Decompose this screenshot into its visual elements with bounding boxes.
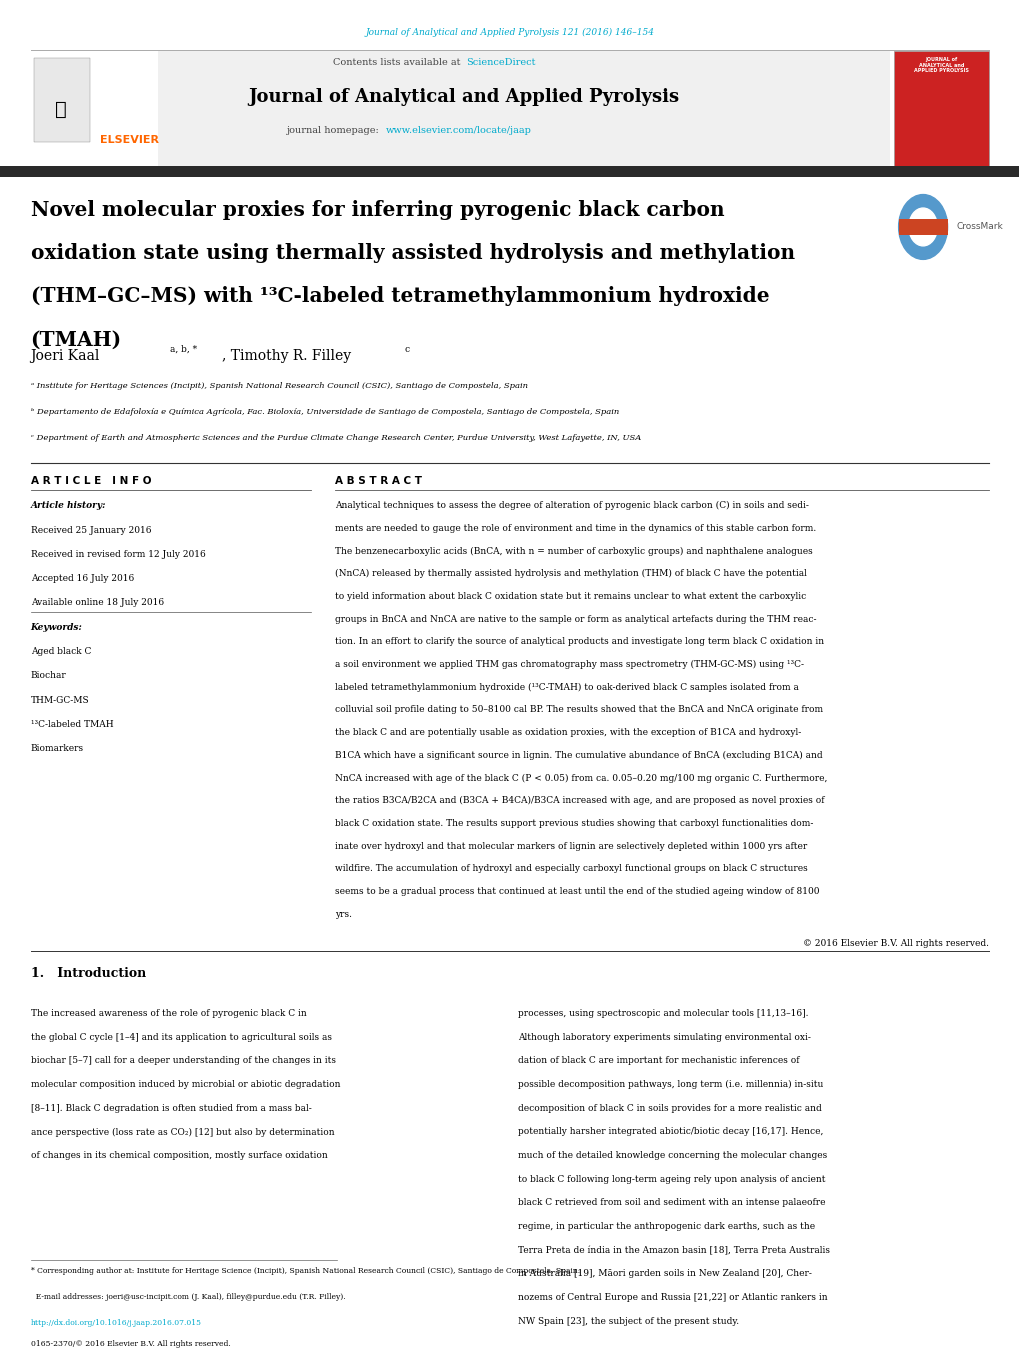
Text: ance perspective (loss rate as CO₂) [12] but also by determination: ance perspective (loss rate as CO₂) [12]… xyxy=(31,1127,334,1136)
Text: ELSEVIER: ELSEVIER xyxy=(100,135,159,145)
Circle shape xyxy=(898,195,947,259)
Text: The increased awareness of the role of pyrogenic black C in: The increased awareness of the role of p… xyxy=(31,1009,306,1019)
Text: THM-GC-MS: THM-GC-MS xyxy=(31,696,89,705)
Text: 🌳: 🌳 xyxy=(55,100,67,119)
Text: , Timothy R. Filley: , Timothy R. Filley xyxy=(222,349,352,362)
Text: ᶜ Department of Earth and Atmospheric Sciences and the Purdue Climate Change Res: ᶜ Department of Earth and Atmospheric Sc… xyxy=(31,434,640,442)
Text: the global C cycle [1–4] and its application to agricultural soils as: the global C cycle [1–4] and its applica… xyxy=(31,1034,331,1042)
Text: Novel molecular proxies for inferring pyrogenic black carbon: Novel molecular proxies for inferring py… xyxy=(31,200,723,220)
Text: Journal of Analytical and Applied Pyrolysis 121 (2016) 146–154: Journal of Analytical and Applied Pyroly… xyxy=(365,28,654,38)
Text: colluvial soil profile dating to 50–8100 cal BP. The results showed that the BnC: colluvial soil profile dating to 50–8100… xyxy=(334,705,822,715)
Text: in Australia [19], Māori garden soils in New Zealand [20], Cher-: in Australia [19], Māori garden soils in… xyxy=(518,1270,811,1278)
Text: Journal of Analytical and Applied Pyrolysis: Journal of Analytical and Applied Pyroly… xyxy=(249,88,679,105)
Text: Contents lists available at: Contents lists available at xyxy=(333,58,464,68)
Text: processes, using spectroscopic and molecular tools [11,13–16].: processes, using spectroscopic and molec… xyxy=(518,1009,808,1019)
Text: ments are needed to gauge the role of environment and time in the dynamics of th: ments are needed to gauge the role of en… xyxy=(334,524,815,532)
Text: nozems of Central Europe and Russia [21,22] or Atlantic rankers in: nozems of Central Europe and Russia [21,… xyxy=(518,1293,827,1302)
Text: © 2016 Elsevier B.V. All rights reserved.: © 2016 Elsevier B.V. All rights reserved… xyxy=(803,939,988,948)
Text: a, b, *: a, b, * xyxy=(170,345,198,354)
Text: 1.   Introduction: 1. Introduction xyxy=(31,967,146,981)
FancyBboxPatch shape xyxy=(31,51,158,168)
Text: 0165-2370/© 2016 Elsevier B.V. All rights reserved.: 0165-2370/© 2016 Elsevier B.V. All right… xyxy=(31,1340,230,1348)
Text: labeled tetramethylammonium hydroxide (¹³C-TMAH) to oak-derived black C samples : labeled tetramethylammonium hydroxide (¹… xyxy=(334,682,798,692)
Text: A B S T R A C T: A B S T R A C T xyxy=(334,476,421,485)
FancyBboxPatch shape xyxy=(898,219,947,235)
Text: seems to be a gradual process that continued at least until the end of the studi: seems to be a gradual process that conti… xyxy=(334,888,818,896)
Text: Available online 18 July 2016: Available online 18 July 2016 xyxy=(31,598,164,608)
Text: dation of black C are important for mechanistic inferences of: dation of black C are important for mech… xyxy=(518,1056,799,1066)
Text: Terra Preta de índia in the Amazon basin [18], Terra Preta Australis: Terra Preta de índia in the Amazon basin… xyxy=(518,1246,829,1255)
Text: groups in BnCA and NnCA are native to the sample or form as analytical artefacts: groups in BnCA and NnCA are native to th… xyxy=(334,615,815,624)
Text: JOURNAL of
ANALYTICAL and
APPLIED PYROLYSIS: JOURNAL of ANALYTICAL and APPLIED PYROLY… xyxy=(913,57,968,73)
Text: to yield information about black C oxidation state but it remains unclear to wha: to yield information about black C oxida… xyxy=(334,592,805,601)
FancyBboxPatch shape xyxy=(31,51,890,168)
Text: Biochar: Biochar xyxy=(31,671,66,681)
Text: (THM–GC–MS) with ¹³C-labeled tetramethylammonium hydroxide: (THM–GC–MS) with ¹³C-labeled tetramethyl… xyxy=(31,286,768,307)
FancyBboxPatch shape xyxy=(893,51,988,168)
Text: The benzenecarboxylic acids (BnCA, with n = number of carboxylic groups) and nap: The benzenecarboxylic acids (BnCA, with … xyxy=(334,547,811,555)
Text: potentially harsher integrated abiotic/biotic decay [16,17]. Hence,: potentially harsher integrated abiotic/b… xyxy=(518,1127,822,1136)
Text: yrs.: yrs. xyxy=(334,909,352,919)
Text: the ratios B3CA/B2CA and (B3CA + B4CA)/B3CA increased with age, and are proposed: the ratios B3CA/B2CA and (B3CA + B4CA)/B… xyxy=(334,796,823,805)
Text: Received in revised form 12 July 2016: Received in revised form 12 July 2016 xyxy=(31,550,205,559)
Text: * Corresponding author at: Institute for Heritage Science (Incipit), Spanish Nat: * Corresponding author at: Institute for… xyxy=(31,1267,579,1275)
Text: (TMAH): (TMAH) xyxy=(31,330,121,350)
Text: regime, in particular the anthropogenic dark earths, such as the: regime, in particular the anthropogenic … xyxy=(518,1223,814,1231)
FancyBboxPatch shape xyxy=(34,58,90,142)
Text: ᵇ Departamento de Edafoloxía e Química Agrícola, Fac. Bioloxía, Universidade de : ᵇ Departamento de Edafoloxía e Química A… xyxy=(31,408,619,416)
Text: much of the detailed knowledge concerning the molecular changes: much of the detailed knowledge concernin… xyxy=(518,1151,826,1161)
Text: ScienceDirect: ScienceDirect xyxy=(466,58,535,68)
Text: CrossMark: CrossMark xyxy=(956,223,1003,231)
Text: NW Spain [23], the subject of the present study.: NW Spain [23], the subject of the presen… xyxy=(518,1316,739,1325)
Text: biochar [5–7] call for a deeper understanding of the changes in its: biochar [5–7] call for a deeper understa… xyxy=(31,1056,335,1066)
Circle shape xyxy=(908,208,936,246)
Text: Article history:: Article history: xyxy=(31,501,106,511)
Text: NnCA increased with age of the black C (P < 0.05) from ca. 0.05–0.20 mg/100 mg o: NnCA increased with age of the black C (… xyxy=(334,774,826,782)
Text: black C retrieved from soil and sediment with an intense palaeofre: black C retrieved from soil and sediment… xyxy=(518,1198,824,1208)
Text: A R T I C L E   I N F O: A R T I C L E I N F O xyxy=(31,476,151,485)
Text: inate over hydroxyl and that molecular markers of lignin are selectively deplete: inate over hydroxyl and that molecular m… xyxy=(334,842,806,851)
Text: Joeri Kaal: Joeri Kaal xyxy=(31,349,100,362)
Text: E-mail addresses: joeri@usc-incipit.com (J. Kaal), filley@purdue.edu (T.R. Fille: E-mail addresses: joeri@usc-incipit.com … xyxy=(31,1293,344,1301)
Text: oxidation state using thermally assisted hydrolysis and methylation: oxidation state using thermally assisted… xyxy=(31,243,794,263)
Text: of changes in its chemical composition, mostly surface oxidation: of changes in its chemical composition, … xyxy=(31,1151,327,1161)
Text: ᵃ Institute for Heritage Sciences (Incipit), Spanish National Research Council (: ᵃ Institute for Heritage Sciences (Incip… xyxy=(31,382,527,390)
Text: Aged black C: Aged black C xyxy=(31,647,91,657)
Text: molecular composition induced by microbial or abiotic degradation: molecular composition induced by microbi… xyxy=(31,1081,339,1089)
Text: Although laboratory experiments simulating environmental oxi-: Although laboratory experiments simulati… xyxy=(518,1034,810,1042)
Text: the black C and are potentially usable as oxidation proxies, with the exception : the black C and are potentially usable a… xyxy=(334,728,800,738)
Text: wildfire. The accumulation of hydroxyl and especially carboxyl functional groups: wildfire. The accumulation of hydroxyl a… xyxy=(334,865,806,873)
Text: [8–11]. Black C degradation is often studied from a mass bal-: [8–11]. Black C degradation is often stu… xyxy=(31,1104,311,1113)
Text: www.elsevier.com/locate/jaap: www.elsevier.com/locate/jaap xyxy=(385,126,531,135)
Text: Keywords:: Keywords: xyxy=(31,623,83,632)
Text: c: c xyxy=(405,345,410,354)
Text: http://dx.doi.org/10.1016/j.jaap.2016.07.015: http://dx.doi.org/10.1016/j.jaap.2016.07… xyxy=(31,1319,202,1327)
Text: decomposition of black C in soils provides for a more realistic and: decomposition of black C in soils provid… xyxy=(518,1104,821,1113)
Text: B1CA which have a significant source in lignin. The cumulative abundance of BnCA: B1CA which have a significant source in … xyxy=(334,751,821,761)
Text: to black C following long-term ageing rely upon analysis of ancient: to black C following long-term ageing re… xyxy=(518,1175,824,1183)
Text: black C oxidation state. The results support previous studies showing that carbo: black C oxidation state. The results sup… xyxy=(334,819,812,828)
Text: Accepted 16 July 2016: Accepted 16 July 2016 xyxy=(31,574,133,584)
Text: (NnCA) released by thermally assisted hydrolysis and methylation (THM) of black : (NnCA) released by thermally assisted hy… xyxy=(334,569,806,578)
Text: ¹³C-labeled TMAH: ¹³C-labeled TMAH xyxy=(31,720,113,730)
Text: tion. In an effort to clarify the source of analytical products and investigate : tion. In an effort to clarify the source… xyxy=(334,638,823,646)
Text: Analytical techniques to assess the degree of alteration of pyrogenic black carb: Analytical techniques to assess the degr… xyxy=(334,501,808,511)
Text: a soil environment we applied THM gas chromatography mass spectrometry (THM-GC-M: a soil environment we applied THM gas ch… xyxy=(334,661,803,669)
Text: Received 25 January 2016: Received 25 January 2016 xyxy=(31,526,151,535)
FancyBboxPatch shape xyxy=(0,166,1019,177)
Text: Biomarkers: Biomarkers xyxy=(31,744,84,754)
Text: possible decomposition pathways, long term (i.e. millennia) in-situ: possible decomposition pathways, long te… xyxy=(518,1081,822,1089)
Text: journal homepage:: journal homepage: xyxy=(286,126,382,135)
